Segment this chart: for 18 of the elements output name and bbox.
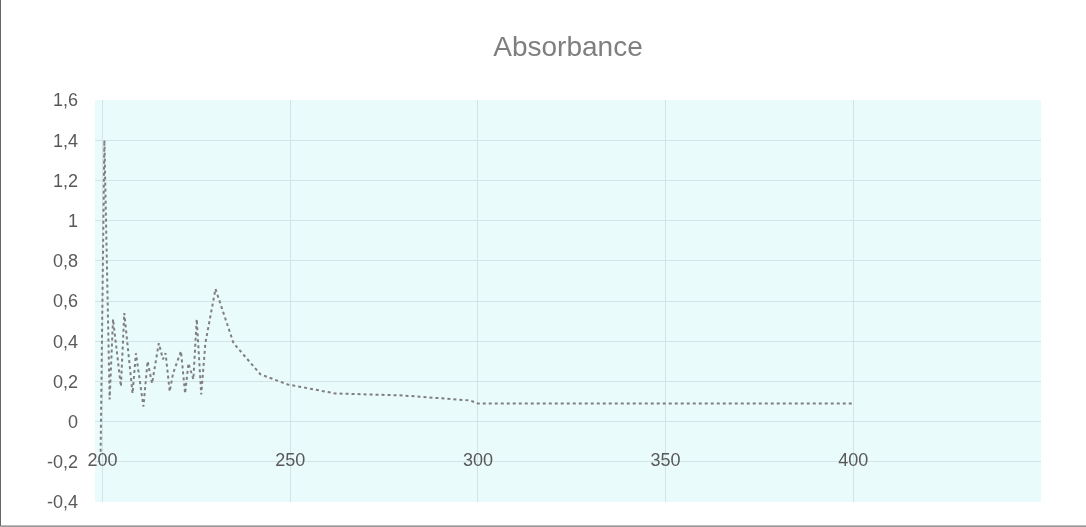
y-tick-label: -0,4: [46, 492, 78, 513]
line-series: [99, 139, 855, 453]
y-tick-label: -0,2: [46, 452, 78, 473]
y-tick-label: 0,8: [52, 251, 78, 272]
y-tick-label: 0,4: [52, 331, 78, 352]
y-tick-label: 0,6: [52, 291, 78, 312]
x-tick-label: 250: [275, 450, 306, 470]
chart-title: Absorbance: [493, 31, 643, 63]
y-tick-label: 1: [67, 210, 78, 231]
x-tick-label: 200: [87, 450, 118, 470]
y-tick-label: 1,4: [52, 130, 78, 151]
y-tick-label: 0,2: [52, 371, 78, 392]
y-tick-label: 1,6: [52, 90, 78, 111]
x-tick-label: 400: [838, 450, 869, 470]
y-tick-label: 1,2: [52, 170, 78, 191]
x-tick-label: 300: [462, 450, 493, 470]
x-tick-label: 350: [650, 450, 681, 470]
y-tick-label: 0: [67, 411, 78, 432]
